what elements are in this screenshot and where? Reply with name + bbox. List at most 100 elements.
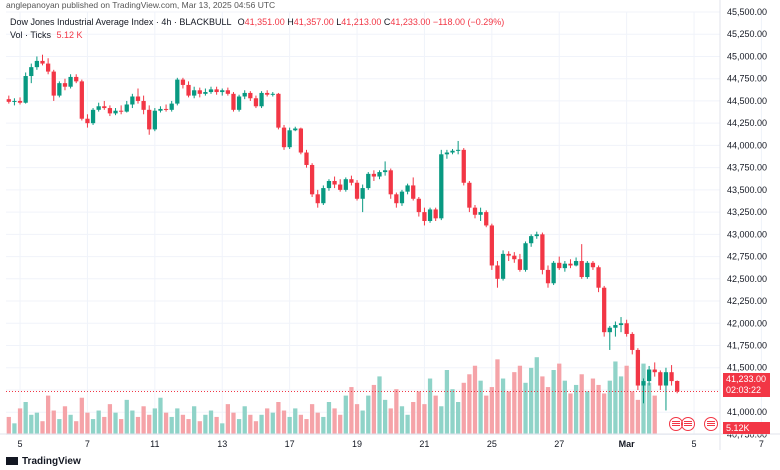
volume-bar <box>534 357 539 434</box>
candle-body <box>602 287 607 333</box>
candle-body <box>152 110 157 130</box>
candle-body <box>624 323 629 334</box>
candle-body <box>321 188 326 204</box>
volume-bar <box>85 412 90 434</box>
low-label: L <box>336 17 342 27</box>
volume-bar <box>399 406 405 434</box>
publisher-line: anglepanoyan published on TradingView.co… <box>6 0 276 10</box>
candle-body <box>579 261 584 278</box>
candle-body <box>74 76 79 82</box>
price-tick-label: 44,250.00 <box>727 118 767 128</box>
candle-body <box>96 106 101 110</box>
candle-body <box>304 152 309 165</box>
volume-bar <box>265 408 270 434</box>
candle-body <box>214 89 219 93</box>
volume-bar <box>40 421 45 434</box>
volume-bar <box>382 399 388 434</box>
price-tick-label: 43,250.00 <box>727 207 767 217</box>
candle-body <box>427 209 433 221</box>
volume-bar <box>540 376 545 434</box>
volume-bar <box>523 382 528 434</box>
volume-bar <box>236 419 242 434</box>
volume-bar <box>590 378 596 434</box>
volume-bar <box>573 384 579 434</box>
candle-body <box>180 79 186 85</box>
time-tick-label: 7 <box>85 439 90 449</box>
symbol-label: Dow Jones Industrial Average Index · 4h … <box>10 17 232 27</box>
candle-body <box>523 243 528 270</box>
volume-bar <box>231 412 236 434</box>
candle-body <box>444 152 450 155</box>
candle-body <box>652 369 657 373</box>
time-tick-label: 11 <box>150 439 159 449</box>
candle-body <box>506 253 511 256</box>
candle-body <box>456 149 461 151</box>
volume-bar <box>147 414 152 434</box>
candle-body <box>113 110 118 114</box>
candle-body <box>635 349 641 386</box>
candle-body <box>433 209 438 219</box>
volume-bar <box>225 404 230 434</box>
candle-body <box>17 100 23 103</box>
volume-bar <box>439 406 444 434</box>
candle-body <box>326 180 332 189</box>
candle-body <box>169 103 174 110</box>
volume-bar <box>371 384 377 434</box>
candle-body <box>585 262 590 278</box>
candle-body <box>388 170 393 195</box>
candle-body <box>107 108 113 114</box>
candle-body <box>12 100 17 102</box>
candle-body <box>253 98 259 107</box>
volume-bar <box>472 365 478 434</box>
candle-body <box>349 179 354 183</box>
candle-body <box>534 234 539 237</box>
tradingview-logo-icon <box>6 457 18 466</box>
grid-lines <box>6 11 762 435</box>
volume-bar <box>602 393 607 434</box>
volume-bar <box>478 380 483 434</box>
volume-bar <box>551 370 556 434</box>
volume-bar <box>17 408 23 434</box>
candle-body <box>675 380 680 392</box>
candle-body <box>371 173 377 177</box>
candle-body <box>557 262 562 269</box>
volume-bar <box>96 410 101 434</box>
time-tick-label: 25 <box>487 439 497 449</box>
candle-body <box>551 262 556 284</box>
candle-body <box>590 262 596 268</box>
time-tick-label: 21 <box>419 439 429 449</box>
volume-bar <box>276 402 281 434</box>
volume-bar <box>343 395 348 434</box>
candle-body <box>220 90 225 93</box>
volume-bar <box>214 416 219 434</box>
volume-bar <box>461 382 466 434</box>
volume-bar <box>489 387 494 434</box>
volume-bar <box>557 363 562 434</box>
price-tick-label: 42,750.00 <box>727 252 767 262</box>
candle-body <box>203 92 208 94</box>
candle-body <box>411 185 416 199</box>
candle-body <box>119 110 124 112</box>
us-flag-icon[interactable] <box>681 417 695 431</box>
candle-body <box>360 188 365 199</box>
candle-body <box>613 325 618 328</box>
price-tick-label: 45,250.00 <box>727 29 767 39</box>
candle-body <box>298 128 304 153</box>
volume-bar <box>293 408 298 434</box>
candle-body <box>338 184 343 190</box>
volume-bar <box>646 382 652 434</box>
candle-body <box>422 212 427 221</box>
volume-bar <box>298 414 304 434</box>
volume-bar <box>394 389 399 434</box>
volume-bar <box>332 408 337 434</box>
candle-body <box>270 93 275 95</box>
time-tick-label: Mar <box>619 439 636 449</box>
volume-bar <box>456 402 461 434</box>
candle-body <box>489 225 494 266</box>
us-flag-icon[interactable] <box>704 417 718 431</box>
candle-body <box>34 60 40 68</box>
volume-bar <box>180 414 186 434</box>
candle-body <box>242 92 247 97</box>
volume-bar <box>6 416 11 434</box>
candle-body <box>192 90 197 96</box>
